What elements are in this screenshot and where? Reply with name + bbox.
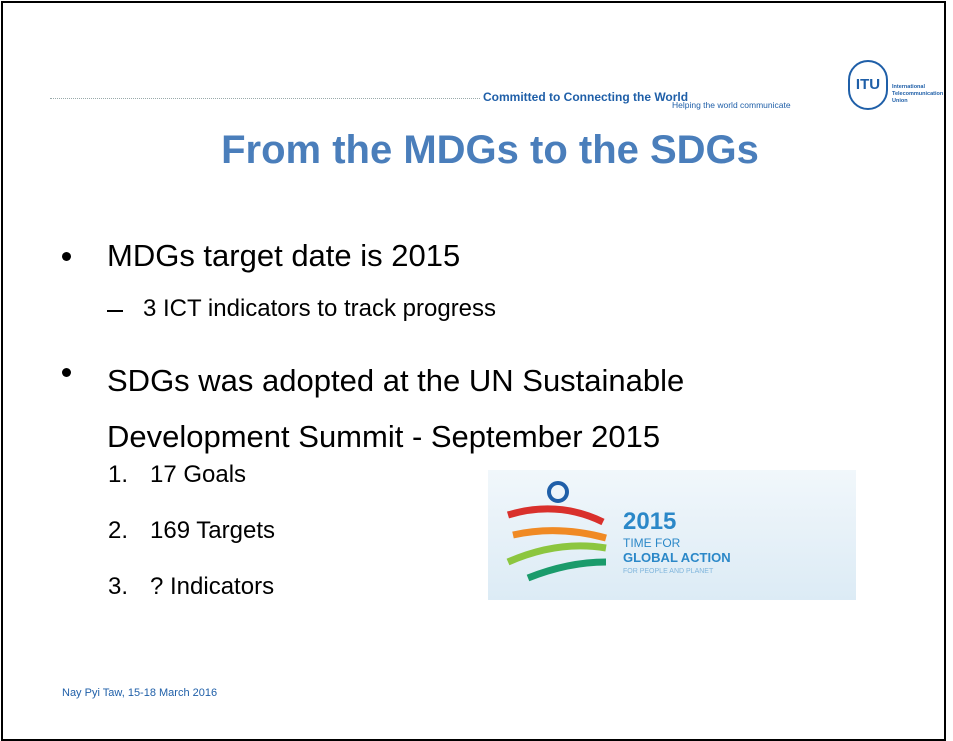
- subtagline: Helping the world communicate: [672, 100, 791, 110]
- campaign-image: 2015 TIME FOR GLOBAL ACTION FOR PEOPLE A…: [488, 470, 856, 600]
- logo-line: Telecommunication: [892, 91, 943, 98]
- ring: [549, 483, 567, 501]
- arrow: [508, 509, 603, 522]
- footer: Nay Pyi Taw, 15-18 March 2016: [62, 687, 217, 699]
- image-text: FOR PEOPLE AND PLANET: [623, 568, 713, 575]
- page: Committed to Connecting the World Helpin…: [0, 0, 953, 727]
- list-text: 17 Goals: [150, 461, 246, 489]
- logo-text: International Telecommunication Union: [892, 84, 943, 105]
- logo: ITU: [848, 60, 888, 110]
- bullet: [62, 368, 71, 377]
- dotted-rule: [50, 98, 480, 99]
- image-text: TIME FOR: [623, 536, 680, 550]
- list-marker: 1.: [108, 461, 128, 489]
- bullet: [62, 252, 71, 261]
- bullet-text: MDGs target date is 2015: [107, 238, 460, 274]
- arrow: [528, 562, 606, 578]
- list-text: 169 Targets: [150, 517, 275, 545]
- dash: [107, 310, 123, 312]
- slide-title: From the MDGs to the SDGs: [0, 128, 953, 173]
- list-text: ? Indicators: [150, 573, 274, 601]
- logo-line: Union: [892, 98, 943, 105]
- logo-line: International: [892, 84, 943, 91]
- image-text: GLOBAL ACTION: [623, 550, 731, 565]
- list-marker: 2.: [108, 517, 128, 545]
- bullet-text: SDGs was adopted at the UN Sustainable D…: [107, 353, 827, 465]
- tagline: Committed to Connecting the World: [483, 90, 688, 104]
- arrow: [513, 531, 606, 538]
- sub-bullet-text: 3 ICT indicators to track progress: [143, 295, 496, 323]
- list-marker: 3.: [108, 573, 128, 601]
- image-year: 2015: [623, 508, 676, 536]
